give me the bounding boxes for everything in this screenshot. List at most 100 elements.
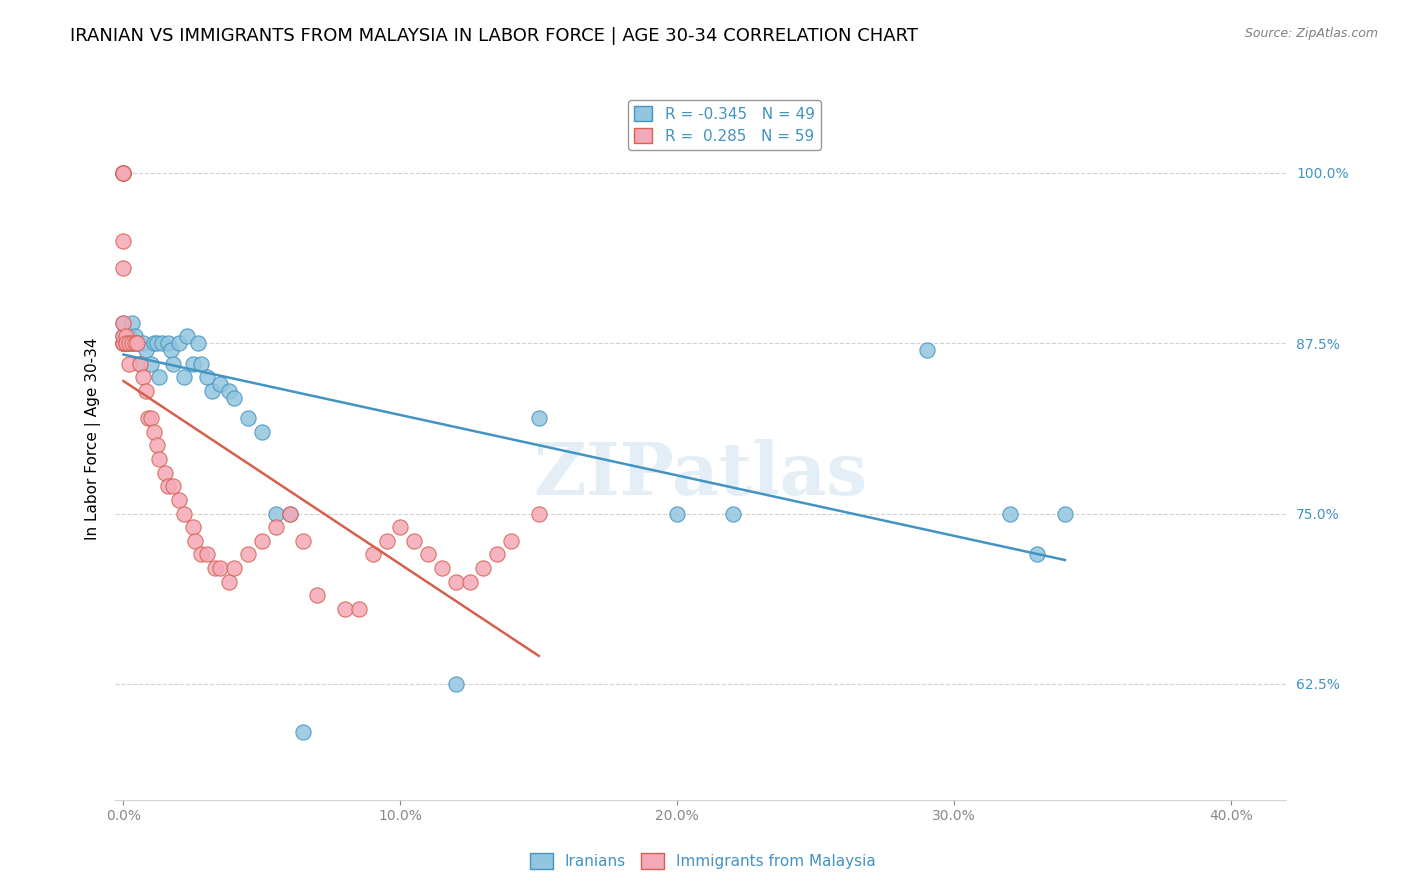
Point	[132, 336, 155, 351]
Point	[112, 166, 135, 180]
Point	[115, 336, 138, 351]
Point	[115, 336, 138, 351]
Point	[181, 357, 204, 371]
Point	[141, 411, 163, 425]
Point	[486, 548, 509, 562]
Point	[666, 507, 689, 521]
Point	[112, 336, 135, 351]
Point	[307, 588, 329, 602]
Point	[162, 357, 184, 371]
Point	[278, 507, 301, 521]
Point	[156, 336, 179, 351]
Point	[173, 370, 195, 384]
Point	[187, 336, 209, 351]
Point	[458, 574, 481, 589]
Point	[156, 479, 179, 493]
Point	[112, 166, 135, 180]
Point	[112, 261, 135, 276]
Point	[115, 329, 138, 343]
Point	[115, 336, 138, 351]
Point	[112, 329, 135, 343]
Point	[209, 377, 232, 392]
Point	[347, 602, 370, 616]
Point	[389, 520, 412, 534]
Point	[236, 411, 259, 425]
Point	[361, 548, 384, 562]
Point	[224, 391, 246, 405]
Point	[236, 548, 259, 562]
Point	[190, 548, 212, 562]
Point	[167, 492, 190, 507]
Point	[141, 357, 163, 371]
Point	[129, 357, 152, 371]
Point	[176, 329, 198, 343]
Point	[127, 336, 149, 351]
Point	[112, 166, 135, 180]
Text: IRANIAN VS IMMIGRANTS FROM MALAYSIA IN LABOR FORCE | AGE 30-34 CORRELATION CHART: IRANIAN VS IMMIGRANTS FROM MALAYSIA IN L…	[70, 27, 918, 45]
Point	[998, 507, 1021, 521]
Point	[527, 507, 550, 521]
Point	[112, 316, 135, 330]
Point	[167, 336, 190, 351]
Legend: Iranians, Immigrants from Malaysia: Iranians, Immigrants from Malaysia	[523, 847, 883, 875]
Point	[278, 507, 301, 521]
Point	[132, 370, 155, 384]
Point	[430, 561, 453, 575]
Point	[148, 452, 170, 467]
Point	[118, 336, 141, 351]
Point	[159, 343, 181, 357]
Point	[112, 336, 135, 351]
Point	[472, 561, 495, 575]
Point	[145, 438, 167, 452]
Point	[112, 234, 135, 248]
Point	[333, 602, 356, 616]
Point	[195, 548, 218, 562]
Point	[153, 466, 176, 480]
Point	[527, 411, 550, 425]
Point	[124, 329, 146, 343]
Point	[1026, 548, 1049, 562]
Point	[404, 533, 426, 548]
Point	[209, 561, 232, 575]
Point	[375, 533, 398, 548]
Point	[181, 520, 204, 534]
Point	[250, 533, 273, 548]
Point	[121, 316, 143, 330]
Point	[112, 329, 135, 343]
Point	[162, 479, 184, 493]
Text: ZIPatlas: ZIPatlas	[534, 439, 868, 510]
Legend: R = -0.345   N = 49, R =  0.285   N = 59: R = -0.345 N = 49, R = 0.285 N = 59	[628, 100, 821, 150]
Point	[115, 336, 138, 351]
Point	[501, 533, 523, 548]
Point	[118, 329, 141, 343]
Point	[121, 336, 143, 351]
Point	[218, 574, 240, 589]
Point	[112, 166, 135, 180]
Point	[142, 425, 165, 439]
Point	[250, 425, 273, 439]
Point	[112, 166, 135, 180]
Point	[138, 411, 160, 425]
Point	[190, 357, 212, 371]
Point	[112, 336, 135, 351]
Point	[184, 533, 207, 548]
Point	[218, 384, 240, 398]
Point	[444, 677, 467, 691]
Point	[124, 336, 146, 351]
Point	[121, 336, 143, 351]
Point	[292, 533, 315, 548]
Point	[224, 561, 246, 575]
Point	[118, 336, 141, 351]
Point	[135, 384, 157, 398]
Point	[204, 561, 226, 575]
Point	[118, 357, 141, 371]
Point	[142, 336, 165, 351]
Point	[264, 520, 287, 534]
Point	[127, 336, 149, 351]
Point	[264, 507, 287, 521]
Text: Source: ZipAtlas.com: Source: ZipAtlas.com	[1244, 27, 1378, 40]
Point	[112, 336, 135, 351]
Point	[416, 548, 439, 562]
Y-axis label: In Labor Force | Age 30-34: In Labor Force | Age 30-34	[86, 337, 101, 540]
Point	[135, 343, 157, 357]
